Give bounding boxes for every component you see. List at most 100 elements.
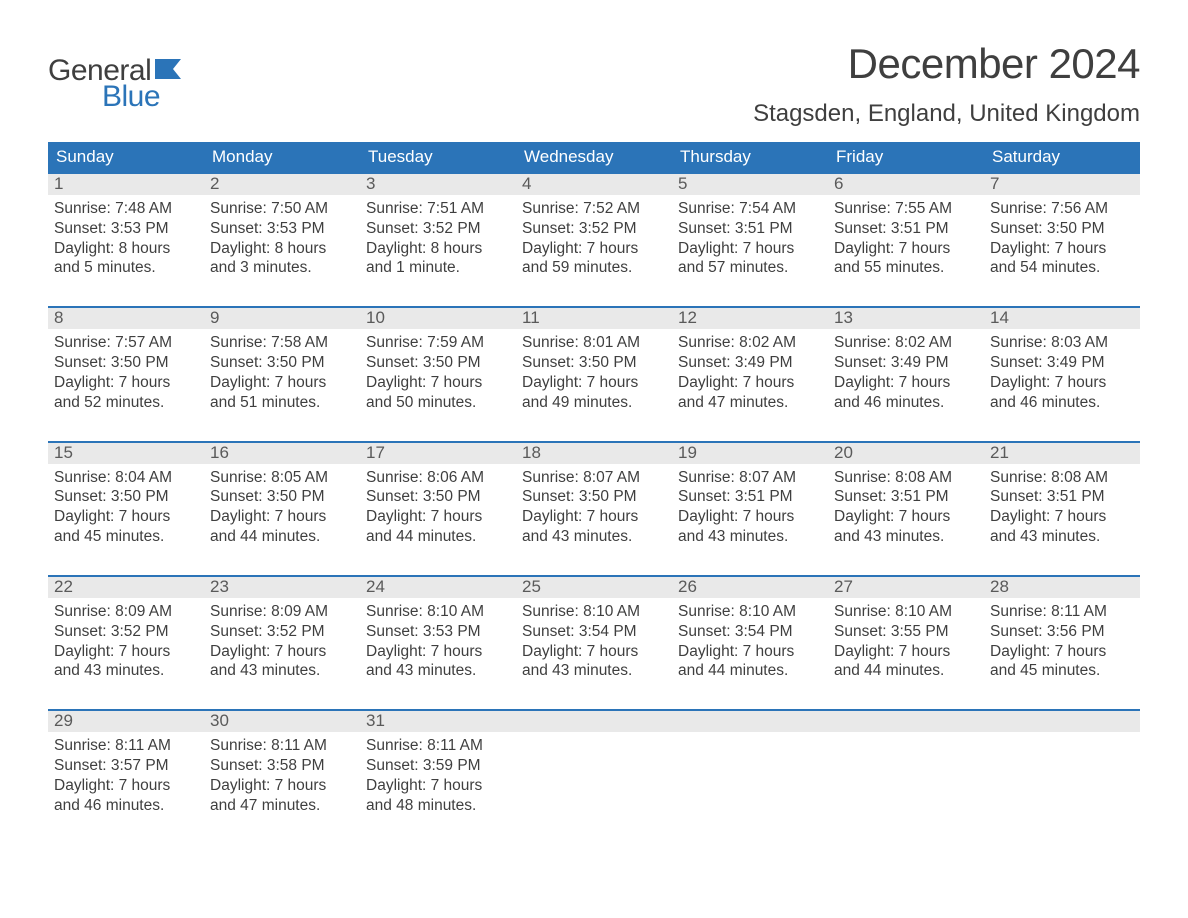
sunrise-line: Sunrise: 7:57 AM: [54, 333, 198, 353]
header: General Blue December 2024 Stagsden, Eng…: [48, 40, 1140, 128]
daylight-line-2: and 43 minutes.: [522, 661, 666, 681]
weekday-thursday: Thursday: [672, 142, 828, 172]
day-body: Sunrise: 7:50 AMSunset: 3:53 PMDaylight:…: [204, 195, 360, 306]
day-body: [828, 732, 984, 764]
daylight-line-2: and 5 minutes.: [54, 258, 198, 278]
sunrise-line: Sunrise: 8:11 AM: [990, 602, 1134, 622]
daylight-line-2: and 59 minutes.: [522, 258, 666, 278]
sunset-line: Sunset: 3:54 PM: [522, 622, 666, 642]
sunrise-line: Sunrise: 8:03 AM: [990, 333, 1134, 353]
day-number: 25: [516, 575, 672, 598]
day-cell: 15Sunrise: 8:04 AMSunset: 3:50 PMDayligh…: [48, 441, 204, 575]
sunrise-line: Sunrise: 8:10 AM: [678, 602, 822, 622]
day-body: Sunrise: 8:11 AMSunset: 3:59 PMDaylight:…: [360, 732, 516, 843]
sunset-line: Sunset: 3:51 PM: [678, 487, 822, 507]
daylight-line-1: Daylight: 8 hours: [54, 239, 198, 259]
daylight-line-2: and 48 minutes.: [366, 796, 510, 816]
daylight-line-1: Daylight: 7 hours: [834, 373, 978, 393]
day-cell: 4Sunrise: 7:52 AMSunset: 3:52 PMDaylight…: [516, 172, 672, 306]
sunrise-line: Sunrise: 8:01 AM: [522, 333, 666, 353]
daylight-line-2: and 46 minutes.: [54, 796, 198, 816]
day-body: Sunrise: 7:55 AMSunset: 3:51 PMDaylight:…: [828, 195, 984, 306]
sunset-line: Sunset: 3:50 PM: [210, 353, 354, 373]
day-body: Sunrise: 8:06 AMSunset: 3:50 PMDaylight:…: [360, 464, 516, 575]
sunrise-line: Sunrise: 8:07 AM: [522, 468, 666, 488]
sunrise-line: Sunrise: 8:08 AM: [990, 468, 1134, 488]
day-body: Sunrise: 7:51 AMSunset: 3:52 PMDaylight:…: [360, 195, 516, 306]
daylight-line-2: and 46 minutes.: [834, 393, 978, 413]
day-body: Sunrise: 8:10 AMSunset: 3:54 PMDaylight:…: [516, 598, 672, 709]
day-body: Sunrise: 8:10 AMSunset: 3:53 PMDaylight:…: [360, 598, 516, 709]
sunrise-line: Sunrise: 8:09 AM: [54, 602, 198, 622]
daylight-line-1: Daylight: 7 hours: [54, 507, 198, 527]
day-number: 30: [204, 709, 360, 732]
daylight-line-2: and 57 minutes.: [678, 258, 822, 278]
daylight-line-2: and 45 minutes.: [54, 527, 198, 547]
daylight-line-2: and 49 minutes.: [522, 393, 666, 413]
day-body: Sunrise: 8:11 AMSunset: 3:57 PMDaylight:…: [48, 732, 204, 843]
daylight-line-1: Daylight: 7 hours: [54, 373, 198, 393]
daylight-line-1: Daylight: 7 hours: [678, 507, 822, 527]
title-block: December 2024 Stagsden, England, United …: [753, 40, 1140, 128]
sunset-line: Sunset: 3:51 PM: [990, 487, 1134, 507]
day-cell: 31Sunrise: 8:11 AMSunset: 3:59 PMDayligh…: [360, 709, 516, 843]
week-row: 1Sunrise: 7:48 AMSunset: 3:53 PMDaylight…: [48, 172, 1140, 306]
day-body: Sunrise: 8:10 AMSunset: 3:54 PMDaylight:…: [672, 598, 828, 709]
day-cell: 28Sunrise: 8:11 AMSunset: 3:56 PMDayligh…: [984, 575, 1140, 709]
week-row: 29Sunrise: 8:11 AMSunset: 3:57 PMDayligh…: [48, 709, 1140, 843]
daylight-line-1: Daylight: 7 hours: [522, 642, 666, 662]
day-body: Sunrise: 8:09 AMSunset: 3:52 PMDaylight:…: [48, 598, 204, 709]
daylight-line-1: Daylight: 7 hours: [834, 642, 978, 662]
sunrise-line: Sunrise: 8:11 AM: [54, 736, 198, 756]
weekday-monday: Monday: [204, 142, 360, 172]
week-row: 8Sunrise: 7:57 AMSunset: 3:50 PMDaylight…: [48, 306, 1140, 440]
sunrise-line: Sunrise: 8:04 AM: [54, 468, 198, 488]
day-body: [984, 732, 1140, 764]
day-number: 26: [672, 575, 828, 598]
sunrise-line: Sunrise: 8:09 AM: [210, 602, 354, 622]
daylight-line-1: Daylight: 7 hours: [366, 642, 510, 662]
sunrise-line: Sunrise: 7:59 AM: [366, 333, 510, 353]
daylight-line-1: Daylight: 7 hours: [210, 507, 354, 527]
day-number: 15: [48, 441, 204, 464]
daylight-line-2: and 44 minutes.: [678, 661, 822, 681]
daylight-line-1: Daylight: 7 hours: [522, 507, 666, 527]
sunset-line: Sunset: 3:49 PM: [990, 353, 1134, 373]
day-cell: 3Sunrise: 7:51 AMSunset: 3:52 PMDaylight…: [360, 172, 516, 306]
sunrise-line: Sunrise: 8:08 AM: [834, 468, 978, 488]
day-cell: 24Sunrise: 8:10 AMSunset: 3:53 PMDayligh…: [360, 575, 516, 709]
sunrise-line: Sunrise: 8:10 AM: [834, 602, 978, 622]
weekday-friday: Friday: [828, 142, 984, 172]
day-cell: 30Sunrise: 8:11 AMSunset: 3:58 PMDayligh…: [204, 709, 360, 843]
sunrise-line: Sunrise: 8:02 AM: [678, 333, 822, 353]
daylight-line-1: Daylight: 7 hours: [990, 373, 1134, 393]
daylight-line-2: and 55 minutes.: [834, 258, 978, 278]
day-number: 29: [48, 709, 204, 732]
week-row: 15Sunrise: 8:04 AMSunset: 3:50 PMDayligh…: [48, 441, 1140, 575]
day-body: Sunrise: 8:05 AMSunset: 3:50 PMDaylight:…: [204, 464, 360, 575]
sunset-line: Sunset: 3:51 PM: [678, 219, 822, 239]
day-cell: [984, 709, 1140, 843]
day-cell: 7Sunrise: 7:56 AMSunset: 3:50 PMDaylight…: [984, 172, 1140, 306]
daylight-line-1: Daylight: 7 hours: [522, 239, 666, 259]
day-cell: 23Sunrise: 8:09 AMSunset: 3:52 PMDayligh…: [204, 575, 360, 709]
daylight-line-2: and 1 minute.: [366, 258, 510, 278]
day-body: Sunrise: 7:58 AMSunset: 3:50 PMDaylight:…: [204, 329, 360, 440]
day-number: 21: [984, 441, 1140, 464]
sunset-line: Sunset: 3:50 PM: [366, 353, 510, 373]
daylight-line-2: and 50 minutes.: [366, 393, 510, 413]
sunrise-line: Sunrise: 8:11 AM: [210, 736, 354, 756]
day-number: 14: [984, 306, 1140, 329]
daylight-line-2: and 44 minutes.: [366, 527, 510, 547]
sunrise-line: Sunrise: 7:48 AM: [54, 199, 198, 219]
sunrise-line: Sunrise: 8:05 AM: [210, 468, 354, 488]
sunset-line: Sunset: 3:50 PM: [990, 219, 1134, 239]
day-cell: 10Sunrise: 7:59 AMSunset: 3:50 PMDayligh…: [360, 306, 516, 440]
sunrise-line: Sunrise: 7:52 AM: [522, 199, 666, 219]
sunset-line: Sunset: 3:53 PM: [366, 622, 510, 642]
day-cell: 13Sunrise: 8:02 AMSunset: 3:49 PMDayligh…: [828, 306, 984, 440]
day-cell: 20Sunrise: 8:08 AMSunset: 3:51 PMDayligh…: [828, 441, 984, 575]
day-number: 5: [672, 172, 828, 195]
day-cell: 22Sunrise: 8:09 AMSunset: 3:52 PMDayligh…: [48, 575, 204, 709]
day-number: [984, 709, 1140, 732]
